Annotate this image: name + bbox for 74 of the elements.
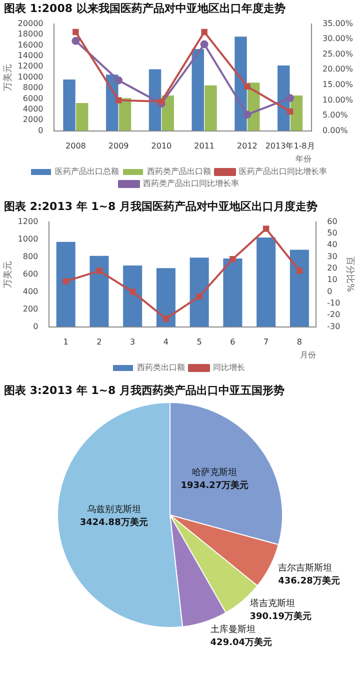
y2-tick-label: 40: [327, 240, 338, 250]
y2-tick-label: 10.00%: [322, 95, 354, 104]
x-tick-label: 8: [296, 338, 302, 347]
x-tick-label: 3: [130, 338, 136, 347]
legend-label: 医药产品出口同比增长率: [239, 167, 327, 176]
y2-tick-label: 20.00%: [322, 64, 354, 74]
y2-axis-title: 百分比%: [344, 256, 356, 293]
y-axis-title: 万美元: [2, 64, 14, 91]
data-label: 3424.88万美元: [80, 517, 148, 528]
y-tick-label: 18000: [18, 30, 44, 39]
legend-label: 西药类产品出口额: [147, 167, 211, 176]
y2-tick-label: 35.00%: [322, 18, 354, 28]
y-tick-label: 10000: [18, 72, 44, 82]
y2-tick-label: 25.00%: [322, 49, 354, 58]
y-tick-label: 16000: [18, 40, 44, 50]
y2-tick-label: 50: [327, 228, 338, 238]
data-label: 429.04万美元: [210, 637, 272, 648]
y2-tick-label: 60: [327, 216, 338, 226]
legend-label: 同比增长: [213, 363, 245, 372]
x-axis-title: 月份: [300, 350, 316, 360]
y-tick-label: 6000: [22, 94, 44, 103]
y-tick-label: 600: [22, 269, 38, 278]
chart-title: 图表 1:2008 以来我国医药产品对中亚地区出口年度走势: [4, 2, 286, 16]
y2-tick-label: -10: [327, 298, 340, 308]
y2-tick-label: 30.00%: [322, 34, 354, 44]
x-tick-label: 2: [96, 338, 102, 347]
y2-tick-label: 20: [327, 264, 338, 273]
y-tick-label: 200: [22, 304, 38, 314]
y-tick-label: 4000: [22, 104, 44, 114]
legend-label: 西药类出口额: [137, 363, 185, 372]
y2-tick-label: 0: [327, 286, 332, 296]
y2-tick-label: 30: [327, 252, 338, 261]
slice-label: 土库曼斯坦: [210, 624, 256, 636]
y-tick-label: 12000: [18, 62, 44, 71]
y-tick-label: 400: [22, 286, 38, 296]
legend-label: 西药类产品出口同比增长率: [143, 179, 239, 188]
x-axis-title: 年份: [295, 154, 312, 164]
x-tick-label: 2011: [194, 142, 214, 151]
slice-label: 乌兹别克斯坦: [86, 504, 141, 516]
x-tick-label: 5: [196, 338, 202, 347]
y2-tick-label: 5.00%: [322, 110, 348, 120]
y-tick-label: 1000: [18, 234, 38, 244]
y-tick-label: 8000: [22, 83, 44, 92]
data-label: 1934.27万美元: [180, 480, 249, 491]
y2-tick-label: 15.00%: [322, 80, 354, 90]
slice-label: 吉尔吉斯斯坦: [278, 562, 332, 574]
y-tick-label: 0: [33, 322, 38, 331]
y-axis-title: 万美元: [2, 260, 14, 288]
x-tick-label: 2013年1-8月: [265, 142, 315, 151]
data-label: 436.28万美元: [278, 575, 340, 586]
x-tick-label: 1: [63, 338, 68, 347]
y-tick-label: 20000: [18, 18, 44, 28]
y-tick-label: 0: [38, 126, 44, 135]
x-tick-label: 2010: [151, 142, 172, 151]
x-tick-label: 2012: [237, 142, 258, 151]
y2-tick-label: -30: [327, 322, 340, 331]
x-tick-label: 2008: [66, 142, 86, 151]
y2-tick-label: 0.00%: [322, 126, 348, 135]
x-tick-label: 6: [230, 338, 236, 347]
data-label: 390.19万美元: [250, 611, 312, 622]
y-tick-label: 2000: [22, 115, 44, 124]
slice-label: 塔吉克斯坦: [248, 598, 295, 610]
y2-tick-label: -20: [327, 310, 340, 320]
x-tick-label: 4: [163, 338, 169, 347]
y-tick-label: 1200: [18, 216, 38, 226]
chart-title: 图表 2:2013 年 1~8 月我国医药产品对中亚地区出口月度走势: [4, 200, 319, 214]
x-tick-label: 7: [264, 338, 269, 347]
chart-title: 图表 3:2013 年 1~8 月我西药类产品出口中亚五国形势: [4, 384, 286, 398]
x-tick-label: 2009: [108, 142, 129, 151]
slice-label: 哈萨克斯坦: [192, 466, 238, 478]
y-tick-label: 800: [22, 252, 38, 261]
legend-label: 医药产品出口总额: [55, 167, 119, 176]
y2-tick-label: 10: [327, 275, 338, 284]
y-tick-label: 14000: [18, 50, 44, 60]
